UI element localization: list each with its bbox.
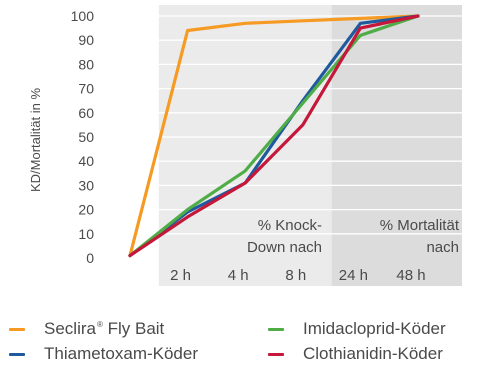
legend-swatch-clothianidin bbox=[268, 352, 284, 356]
legend-item-thiametoxam: Thiametoxam-Köder bbox=[9, 344, 198, 364]
legend-item-clothianidin: Clothianidin-Köder bbox=[268, 344, 443, 364]
legend-item-seclira: Seclira® Fly Bait bbox=[9, 319, 164, 339]
y-tick-label-60: 60 bbox=[78, 105, 94, 121]
y-axis-label: KD/Mortalität in % bbox=[28, 88, 43, 192]
region-label-1-line2: nach bbox=[426, 239, 459, 256]
series-lines bbox=[128, 14, 420, 258]
region-label-0-line1: % Knock- bbox=[258, 217, 322, 234]
y-tick-labels: 0 10 20 30 40 50 60 70 80 90 100 bbox=[71, 8, 95, 266]
legend-swatch-imidacloprid bbox=[268, 327, 284, 331]
legend: Seclira® Fly Bait Imidacloprid-Köder Thi… bbox=[0, 316, 501, 370]
x-tick-label-2: 8 h bbox=[285, 267, 306, 284]
gridlines bbox=[128, 15, 462, 235]
legend-swatch-seclira bbox=[9, 327, 25, 331]
chart-regions bbox=[158, 5, 462, 286]
legend-label-clothianidin: Clothianidin-Köder bbox=[303, 344, 443, 363]
chart: % Knock- Down nach % Mortalität nach 0 10 20 3… bbox=[28, 5, 462, 286]
y-tick-label-50: 50 bbox=[78, 129, 94, 145]
region-labels: % Knock- Down nach % Mortalität nach bbox=[247, 217, 460, 256]
series-line-0 bbox=[128, 14, 420, 258]
x-tick-label-3: 24 h bbox=[339, 267, 368, 284]
y-tick-label-10: 10 bbox=[78, 226, 94, 242]
region-bg-0 bbox=[158, 5, 332, 286]
series-line-3 bbox=[128, 14, 420, 258]
x-tick-label-4: 48 h bbox=[396, 267, 425, 284]
x-tick-label-0: 2 h bbox=[170, 267, 191, 284]
region-label-1-line1: % Mortalität bbox=[380, 217, 460, 234]
x-tick-labels: 2 h 4 h 8 h 24 h 48 h bbox=[170, 267, 425, 284]
y-tick-label-40: 40 bbox=[78, 153, 94, 169]
y-tick-label-90: 90 bbox=[78, 32, 94, 48]
y-tick-label-0: 0 bbox=[86, 250, 94, 266]
y-tick-label-70: 70 bbox=[78, 81, 94, 97]
legend-swatch-thiametoxam bbox=[9, 352, 25, 356]
y-tick-label-80: 80 bbox=[78, 56, 94, 72]
y-tick-label-30: 30 bbox=[78, 177, 94, 193]
series-line-2 bbox=[128, 14, 420, 258]
legend-label-thiametoxam: Thiametoxam-Köder bbox=[44, 344, 199, 363]
y-tick-label-20: 20 bbox=[78, 202, 94, 218]
y-tick-label-100: 100 bbox=[71, 8, 95, 24]
legend-label-seclira: Seclira® Fly Bait bbox=[44, 319, 165, 338]
region-label-0-line2: Down nach bbox=[247, 239, 322, 256]
region-bg-1 bbox=[331, 5, 462, 286]
legend-label-imidacloprid: Imidacloprid-Köder bbox=[303, 319, 446, 338]
legend-item-imidacloprid: Imidacloprid-Köder bbox=[268, 319, 446, 339]
x-tick-label-1: 4 h bbox=[228, 267, 249, 284]
